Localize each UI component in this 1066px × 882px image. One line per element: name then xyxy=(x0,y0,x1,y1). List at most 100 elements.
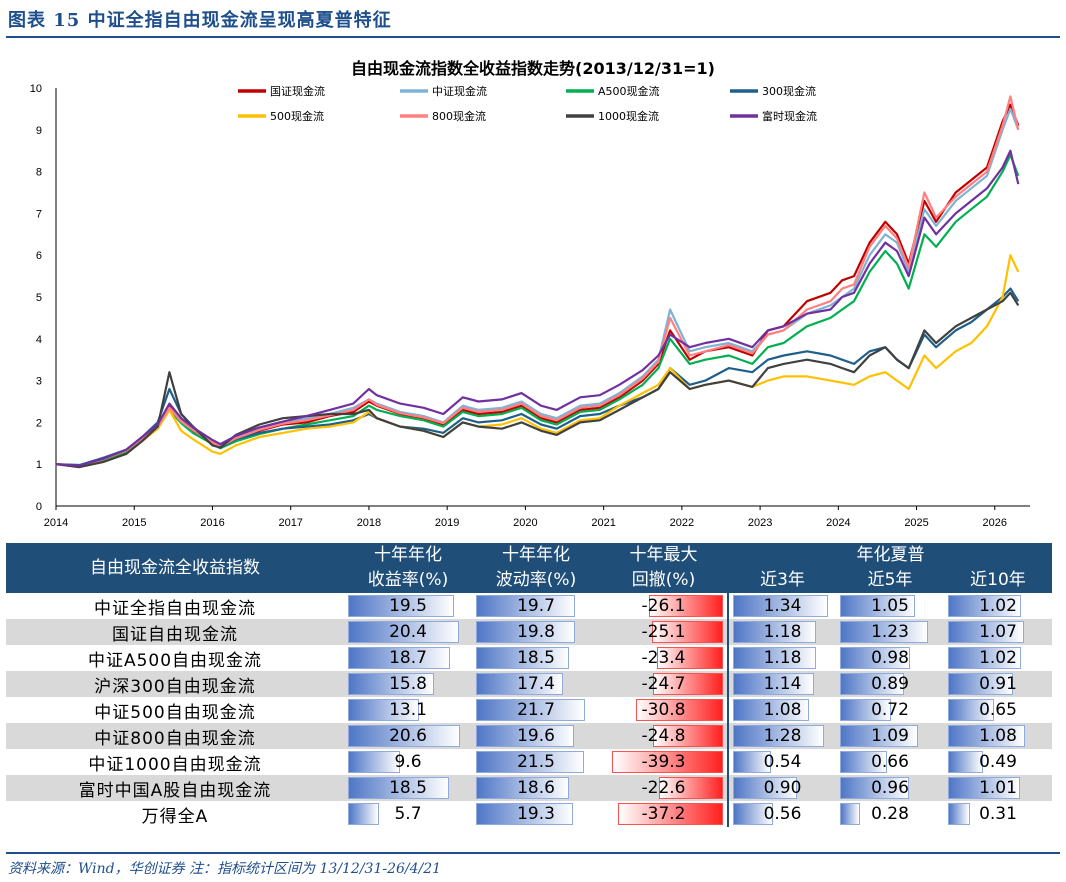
cell-vol: 19.8 xyxy=(472,619,600,645)
data-bar xyxy=(733,699,810,721)
table-body: 中证全指自由现金流 19.5 19.7 -26.1 1.34 1.05 1.02 国证自由现金… xyxy=(6,593,1052,827)
cell-vol: 19.3 xyxy=(472,801,600,827)
cell-value: 1.05 xyxy=(871,596,909,616)
cell-vol: 17.4 xyxy=(472,671,600,697)
data-bar xyxy=(476,699,585,721)
table-header-row-2: 收益率(%) 波动率(%) 回撤(%) 近3年 近5年 近10年 xyxy=(6,568,1052,593)
data-bar xyxy=(733,777,797,799)
data-bar xyxy=(948,699,995,721)
negative-data-bar xyxy=(653,673,723,695)
cell-s5: 0.66 xyxy=(836,749,944,775)
cell-s10: 1.07 xyxy=(944,619,1052,645)
legend-label: 500现金流 xyxy=(270,109,324,123)
cell-value: 1.18 xyxy=(763,648,802,668)
cell-value: 1.08 xyxy=(979,726,1017,746)
x-tick-label: 2026 xyxy=(983,517,1007,529)
table-row: 中证A500自由现金流 18.7 18.5 -23.4 1.18 0.98 1.02 xyxy=(6,645,1052,671)
data-bar xyxy=(948,725,1026,747)
performance-table: 自由现金流全收益指数 十年年化 十年年化 十年最大 年化夏普 收益率(%) 波动… xyxy=(6,543,1052,827)
cell-dd: -24.7 xyxy=(600,671,728,697)
data-bar xyxy=(840,673,904,695)
legend-label: 1000现金流 xyxy=(598,109,659,123)
cell-value: 0.90 xyxy=(763,778,802,798)
x-tick-label: 2016 xyxy=(200,517,224,529)
negative-data-bar xyxy=(635,699,723,721)
data-bar xyxy=(840,725,918,747)
cell-ret: 19.5 xyxy=(344,593,472,619)
table-row: 国证自由现金流 20.4 19.8 -25.1 1.18 1.23 1.07 xyxy=(6,619,1052,645)
y-tick-label: 0 xyxy=(36,501,42,513)
cell-value: 0.98 xyxy=(871,648,909,668)
x-tick-label: 2020 xyxy=(513,517,537,529)
table-row: 中证500自由现金流 13.1 21.7 -30.8 1.08 0.72 0.65 xyxy=(6,697,1052,723)
cell-value: -25.1 xyxy=(641,622,686,642)
y-tick-label: 1 xyxy=(36,459,42,471)
data-bar xyxy=(840,621,928,643)
cell-s3: 1.08 xyxy=(727,697,836,723)
y-tick-label: 8 xyxy=(36,167,42,179)
cell-s5: 1.23 xyxy=(836,619,944,645)
row-name: 中证全指自由现金流 xyxy=(94,598,256,619)
cell-value: 1.34 xyxy=(763,596,802,616)
data-bar xyxy=(733,595,828,617)
table-row: 中证1000自由现金流 9.6 21.5 -39.3 0.54 0.66 0.49 xyxy=(6,749,1052,775)
cell-s5: 0.89 xyxy=(836,671,944,697)
cell-s10: 1.02 xyxy=(944,645,1052,671)
data-bar xyxy=(733,751,772,773)
legend-label: 国证现金流 xyxy=(270,84,325,98)
cell-s3: 1.18 xyxy=(727,645,836,671)
negative-data-bar xyxy=(652,725,723,747)
data-bar xyxy=(948,673,1013,695)
negative-data-bar xyxy=(649,595,723,617)
data-bar xyxy=(348,595,455,617)
cell-value: 15.8 xyxy=(389,674,427,694)
negative-data-bar xyxy=(658,777,723,799)
header-drawdown-line2: 回撤(%) xyxy=(600,568,728,593)
table-row: 沪深300自由现金流 15.8 17.4 -24.7 1.14 0.89 0.91 xyxy=(6,671,1052,697)
cell-value: 19.5 xyxy=(389,596,427,616)
data-bar xyxy=(733,673,814,695)
row-name: 中证A500自由现金流 xyxy=(87,650,263,671)
cell-s3: 0.90 xyxy=(727,775,836,801)
cell-value: 1.28 xyxy=(763,726,802,746)
cell-s5: 0.98 xyxy=(836,645,944,671)
table-row: 中证全指自由现金流 19.5 19.7 -26.1 1.34 1.05 1.02 xyxy=(6,593,1052,619)
data-bar xyxy=(948,621,1025,643)
data-bar xyxy=(476,621,575,643)
data-bar xyxy=(948,803,971,825)
cell-s5: 0.72 xyxy=(836,697,944,723)
legend-label: 中证现金流 xyxy=(432,84,487,98)
y-tick-label: 4 xyxy=(36,334,42,346)
x-tick-label: 2017 xyxy=(278,517,302,529)
cell-value: 18.7 xyxy=(389,648,427,668)
y-tick-label: 5 xyxy=(36,292,42,304)
cell-value: -22.6 xyxy=(641,778,686,798)
cell-value: 18.5 xyxy=(517,648,555,668)
negative-data-bar xyxy=(617,803,723,825)
data-bar xyxy=(348,803,380,825)
cell-value: 13.1 xyxy=(389,700,427,720)
cell-value: 0.54 xyxy=(763,752,802,772)
cell-value: 0.89 xyxy=(871,674,909,694)
y-tick-label: 2 xyxy=(36,417,42,429)
data-bar xyxy=(948,647,1021,669)
cell-value: 21.5 xyxy=(517,752,555,772)
series-line xyxy=(55,287,1020,467)
data-bar xyxy=(476,595,575,617)
cell-s3: 1.14 xyxy=(727,671,836,697)
data-bar xyxy=(733,725,824,747)
data-bar xyxy=(733,647,817,669)
cell-value: 0.91 xyxy=(979,674,1017,694)
cell-dd: -22.6 xyxy=(600,775,728,801)
header-volatility-line1: 十年年化 xyxy=(472,543,600,568)
cell-vol: 21.7 xyxy=(472,697,600,723)
cell-value: -30.8 xyxy=(641,700,686,720)
negative-data-bar xyxy=(656,647,723,669)
header-return-line2: 收益率(%) xyxy=(344,568,472,593)
y-tick-label: 9 xyxy=(36,125,42,137)
series-line xyxy=(55,95,1020,467)
series-line xyxy=(55,149,1020,467)
header-sharpe-5y: 近5年 xyxy=(836,568,944,593)
data-bar xyxy=(476,673,563,695)
data-bar xyxy=(476,725,574,747)
